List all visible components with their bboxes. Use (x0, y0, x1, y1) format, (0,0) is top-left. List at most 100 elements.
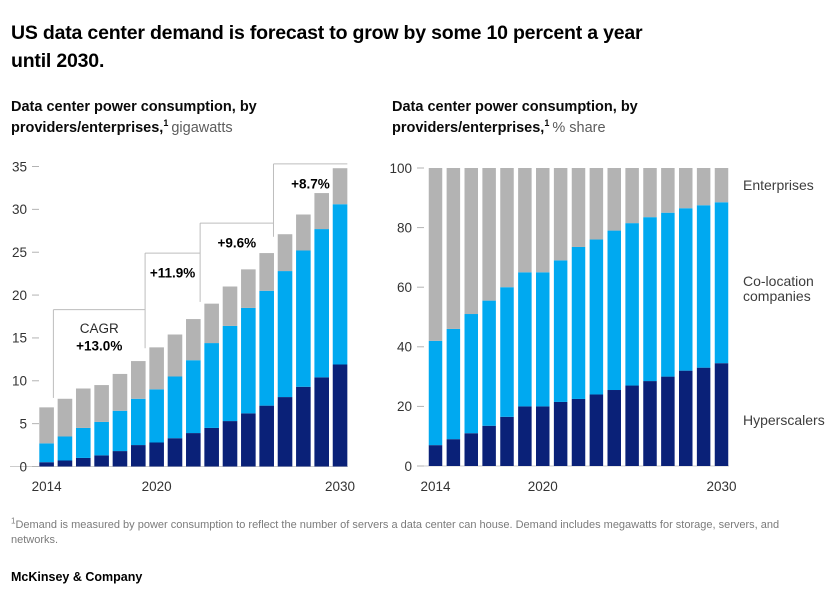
bar-segment-hyperscalers (204, 427, 219, 467)
bar-segment-hyperscalers (714, 363, 729, 466)
cagr-prefix-label: CAGR (80, 321, 119, 336)
bar-segment-colocation (259, 290, 274, 406)
bar-segment-hyperscalers (679, 370, 693, 466)
bar-segment-colocation (75, 427, 91, 458)
bar-segment-colocation (296, 250, 311, 387)
bar-segment-enterprises (167, 334, 183, 377)
bar-segment-enterprises (625, 168, 639, 224)
bar-segment-colocation (57, 436, 73, 461)
bar-segment-hyperscalers (57, 460, 73, 467)
y-axis-tick-label: 20 (397, 399, 412, 414)
bar-segment-colocation (332, 204, 348, 365)
bar-segment-enterprises (661, 168, 675, 213)
bar-segment-enterprises (714, 168, 729, 203)
bar-segment-enterprises (75, 388, 91, 428)
y-axis-tick-label: 20 (12, 288, 27, 303)
y-axis-tick-label: 60 (397, 280, 412, 295)
bar-segment-hyperscalers (167, 438, 183, 467)
bar-segment-colocation (314, 229, 329, 378)
x-axis-tick-label: 2030 (325, 479, 355, 494)
bar-segment-hyperscalers (661, 376, 675, 466)
y-axis-tick-label: 40 (397, 340, 412, 355)
bar-segment-colocation (714, 202, 729, 364)
bar-segment-enterprises (332, 168, 348, 205)
y-axis-tick-label: 100 (389, 161, 412, 176)
bar-segment-hyperscalers (464, 433, 478, 466)
bar-segment-enterprises (57, 398, 73, 437)
x-axis-tick-label: 2014 (32, 479, 63, 494)
cagr-value-label: +13.0% (76, 339, 122, 354)
series-label: Hyperscalers (743, 412, 825, 428)
bar-segment-hyperscalers (222, 421, 238, 467)
bar-segment-hyperscalers (75, 457, 91, 467)
bar-segment-enterprises (643, 168, 657, 218)
bar-segment-hyperscalers (94, 455, 109, 467)
exhibit-title-line1: US data center demand is forecast to gro… (11, 22, 643, 44)
y-axis-tick-label: 0 (19, 459, 27, 474)
bar-segment-enterprises (131, 361, 146, 399)
bar-segment-colocation (149, 389, 164, 443)
bar-segment-colocation (446, 328, 461, 440)
bar-segment-colocation (536, 272, 550, 407)
bar-segment-hyperscalers (589, 394, 604, 466)
x-axis-tick-label: 2030 (706, 479, 736, 494)
series-label: companies (743, 288, 811, 304)
bar-segment-enterprises (571, 168, 586, 247)
bar-segment-enterprises (446, 168, 461, 329)
cagr-value-label: +9.6% (217, 236, 256, 251)
bar-segment-hyperscalers (500, 416, 514, 466)
bar-segment-enterprises (500, 168, 514, 288)
bar-segment-colocation (464, 314, 478, 434)
bar-segment-colocation (518, 272, 532, 407)
percent-share-stacked-bar-chart: 0 20 40 60 80 100 2014 2020 2030 Enterprises Co-lo… (389, 161, 825, 494)
left-chart-subtitle-bold: providers/enterprises, (11, 120, 164, 136)
bar-segment-colocation (553, 260, 568, 402)
bar-segment-enterprises (518, 168, 532, 273)
bar-segment-hyperscalers (186, 433, 201, 467)
bar-segment-hyperscalers (553, 401, 568, 466)
x-axis-tick-label: 2020 (528, 479, 558, 494)
bar-segment-colocation (696, 205, 711, 368)
bar-segment-hyperscalers (332, 364, 348, 467)
bar-segment-enterprises (679, 168, 693, 209)
bar-segment-colocation (428, 340, 443, 446)
bar-segment-colocation (625, 223, 639, 386)
bar-segment-colocation (241, 307, 256, 414)
bar-segment-colocation (186, 360, 201, 434)
y-axis-tick-label: 35 (12, 159, 27, 174)
bar-segment-enterprises (241, 269, 256, 308)
bar-segment-enterprises (277, 234, 293, 272)
bar-segment-enterprises (482, 168, 496, 301)
bar-segment-hyperscalers (314, 377, 329, 467)
left-chart-unit: gigawatts (171, 120, 233, 136)
bar-segment-hyperscalers (296, 386, 311, 467)
right-chart-unit: % share (552, 120, 606, 136)
bar-segment-hyperscalers (259, 405, 274, 467)
bar-segment-colocation (204, 343, 219, 428)
bar-segment-enterprises (464, 168, 478, 315)
bar-segment-hyperscalers (428, 445, 443, 466)
bar-segment-hyperscalers (112, 451, 128, 467)
bar-segment-hyperscalers (696, 367, 711, 466)
gigawatts-stacked-bar-chart: 0 5 10 15 20 25 30 35 2014 2020 2030 CAGR +13.0% +11.… (10, 159, 355, 494)
footnote-text: Demand is measured by power consumption … (11, 519, 780, 546)
bar-segment-enterprises (259, 253, 274, 291)
bar-segment-colocation (39, 443, 54, 463)
bar-segment-colocation (482, 300, 496, 426)
right-chart-subtitle: Data center power consumption, by provid… (392, 97, 732, 139)
bar-segment-hyperscalers (536, 406, 550, 466)
series-label: Co-location (743, 273, 814, 289)
right-footnote-marker: 1 (544, 118, 550, 129)
bar-segment-hyperscalers (625, 385, 639, 466)
bar-segment-hyperscalers (482, 425, 496, 466)
bar-segment-colocation (500, 287, 514, 417)
brand-logo: McKinsey & Company (11, 570, 143, 584)
bar-segment-hyperscalers (518, 406, 532, 466)
y-axis-tick-label: 80 (397, 220, 412, 235)
series-label: Enterprises (743, 177, 814, 193)
cagr-value-label: +11.9% (150, 266, 195, 281)
left-chart-subtitle: Data center power consumption, by provid… (11, 97, 351, 139)
right-chart-subtitle-line1: Data center power consumption, by (392, 99, 638, 115)
exhibit-title-line2: until 2030. (11, 50, 105, 72)
